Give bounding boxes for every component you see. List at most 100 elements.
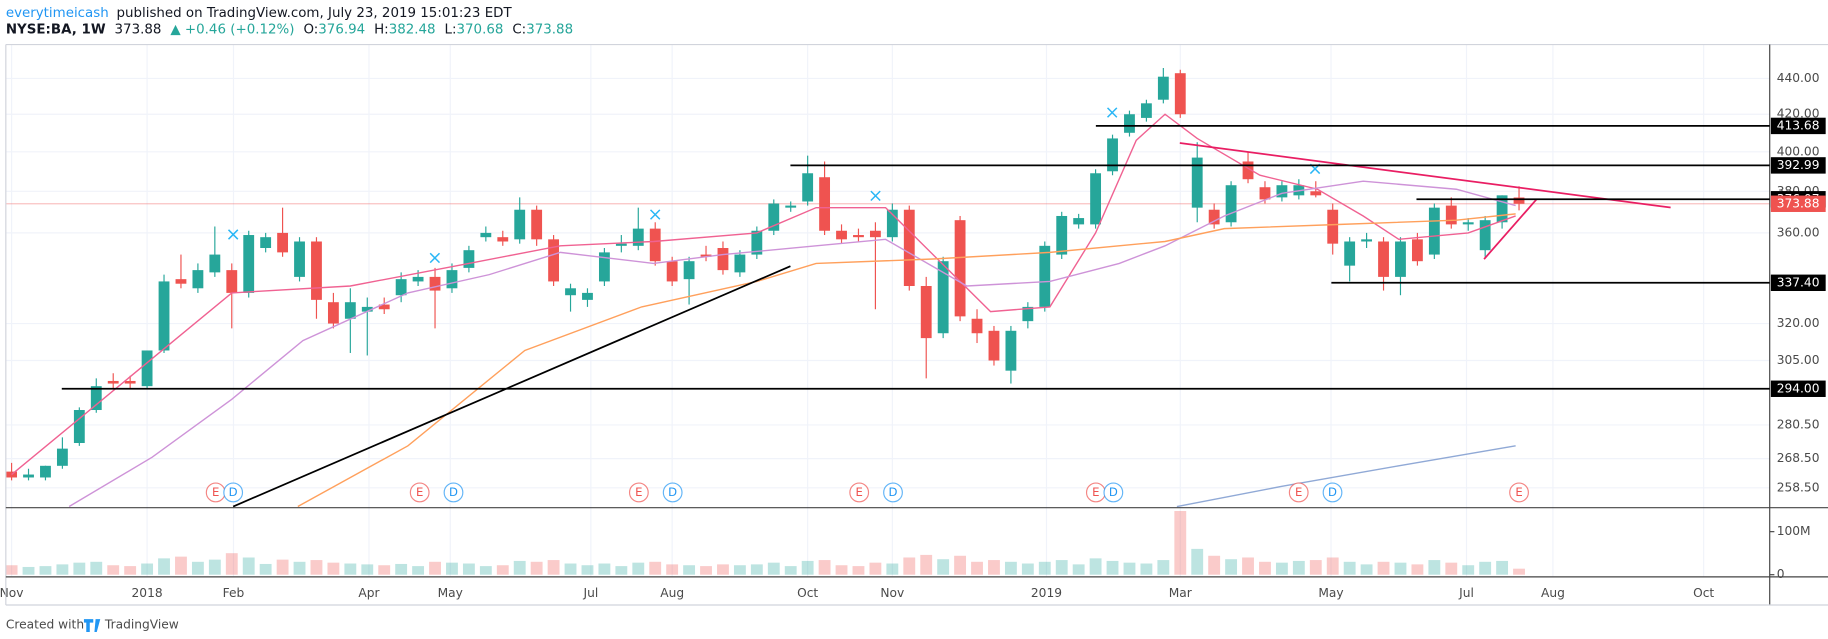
frame: [5, 43, 1828, 606]
candle-body: [1479, 220, 1491, 251]
candle-body: [175, 279, 187, 284]
candle-body: [971, 318, 983, 334]
candle-body: [1344, 241, 1356, 266]
volume-bar: [530, 561, 543, 575]
candle-body: [40, 465, 51, 478]
volume-bar: [886, 563, 899, 575]
ma-line: [1176, 445, 1516, 508]
event-label: E: [1295, 485, 1302, 499]
candle-body: [209, 254, 221, 273]
ohlc-label: O:: [303, 22, 318, 37]
x-marker: [429, 252, 441, 264]
volume-bar: [361, 564, 374, 575]
x-tick-label: 2018: [132, 586, 163, 600]
volume-bar: [1157, 560, 1170, 575]
volume-bar: [767, 562, 780, 575]
candle-body: [869, 230, 881, 238]
candle-body: [1208, 209, 1220, 225]
candle-body: [1361, 239, 1373, 242]
event-label: D: [229, 485, 238, 499]
candle-body: [1445, 205, 1457, 225]
volume-tick-label: 0: [1777, 567, 1785, 581]
level-box: [1770, 380, 1826, 397]
volume-bar: [1394, 562, 1407, 575]
x-marker: [870, 190, 881, 202]
candle-body: [1428, 207, 1440, 255]
y-tick-label: 258.50: [1777, 480, 1820, 494]
volume-bar: [446, 562, 458, 575]
volume-bar: [615, 566, 628, 575]
volume-bar: [869, 562, 882, 575]
change: ▲ +0.46 (+0.12%): [170, 22, 294, 37]
volume-bar: [1106, 560, 1119, 575]
volume-bar: [1496, 560, 1509, 575]
event-marker: [1103, 482, 1124, 503]
candle-body: [1124, 114, 1135, 133]
x-tick-label: Aug: [660, 586, 684, 600]
candle-body: [480, 232, 492, 238]
volume-bar: [1411, 564, 1424, 575]
volume-bar: [801, 560, 814, 575]
candle-body: [192, 270, 204, 289]
event-marker: [628, 482, 649, 503]
y-tick-label: 268.50: [1777, 451, 1820, 465]
footer-brand[interactable]: TradingView: [104, 617, 179, 631]
candle-body: [361, 306, 373, 312]
candle-body: [294, 241, 305, 277]
volume-bar: [666, 564, 679, 575]
volume-bar: [835, 565, 848, 575]
volume-bar: [632, 562, 645, 575]
volume-bar: [1428, 560, 1441, 575]
volume-bar: [1004, 561, 1017, 575]
ma-line: [68, 180, 1516, 508]
level-label: 413.68: [1777, 118, 1820, 132]
candle-body: [548, 239, 560, 282]
candle-body: [23, 474, 34, 478]
ohlc-label: L:: [445, 22, 457, 37]
candle-body: [700, 254, 712, 257]
volume-bar: [784, 566, 797, 575]
candle-body: [429, 276, 441, 291]
candle-body: [226, 270, 238, 293]
volume-bar: [208, 559, 221, 575]
volume-bar: [750, 564, 763, 575]
volume-bar: [1038, 561, 1051, 575]
volume-bar: [954, 555, 967, 575]
volume-bar: [259, 563, 272, 575]
candle-body: [988, 330, 1000, 361]
candle-body: [1225, 185, 1237, 223]
candle-body: [937, 261, 949, 334]
candle-body: [768, 203, 780, 231]
volume-bar: [683, 565, 696, 575]
volume-bar: [1292, 560, 1305, 575]
x-tick-label: Jul: [582, 586, 598, 600]
y-tick-label: 280.50: [1777, 417, 1820, 431]
volume-bar: [344, 563, 357, 575]
volume-bar: [327, 562, 340, 575]
candle-body: [1496, 195, 1508, 223]
volume-bar: [1225, 559, 1238, 575]
ohlc-label: H:: [374, 22, 389, 37]
event-marker: [1288, 482, 1309, 503]
candle-body: [1157, 76, 1169, 100]
volume-bar: [141, 563, 154, 575]
event-marker: [443, 482, 464, 503]
volume-bar: [378, 565, 391, 575]
volume-bar: [429, 561, 441, 575]
candle-body: [446, 270, 458, 289]
brand-logo: [83, 619, 101, 632]
event-marker: [883, 482, 903, 503]
x-tick-label: Jul: [1458, 586, 1474, 600]
symbol: NYSE:BA, 1W: [6, 22, 106, 37]
volume-bar: [1021, 563, 1034, 575]
event-label: E: [856, 485, 863, 499]
candle-body: [73, 410, 85, 444]
candle-body: [802, 173, 814, 202]
volume-bar: [395, 563, 408, 575]
author[interactable]: everytimeicash: [6, 6, 109, 21]
volume-bar: [242, 557, 255, 575]
event-marker: [223, 482, 244, 503]
ohlc-value: 376.94: [318, 22, 365, 37]
volume-bar: [988, 560, 1000, 575]
candle-body: [785, 205, 797, 208]
